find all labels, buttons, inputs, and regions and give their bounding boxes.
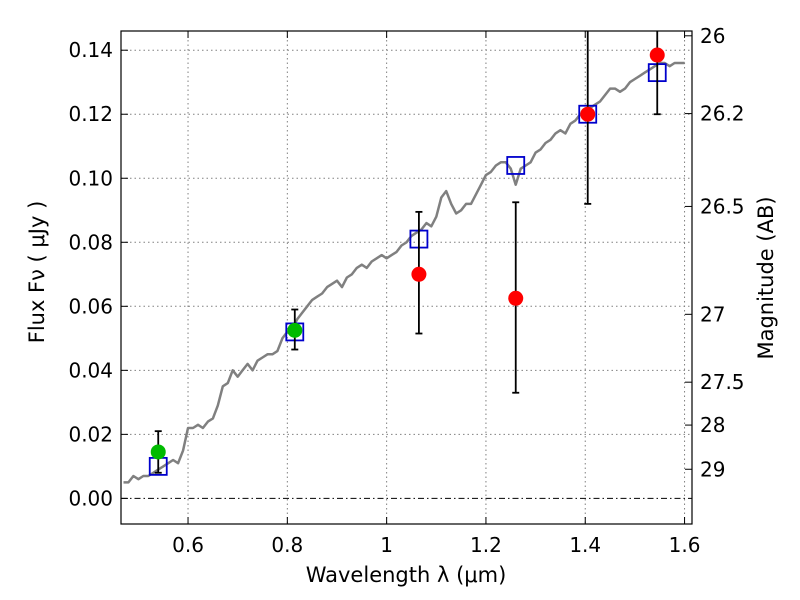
x-tick-label: 1.6 bbox=[669, 533, 701, 557]
magnitude-tick-label: 27 bbox=[700, 302, 725, 326]
magnitude-tick-label: 26.5 bbox=[700, 194, 745, 218]
y-tick-label: 0.00 bbox=[68, 486, 113, 510]
y-tick-label: 0.12 bbox=[68, 102, 113, 126]
x-tick-label: 1 bbox=[380, 533, 393, 557]
y-tick-label: 0.14 bbox=[68, 38, 113, 62]
observed-point-red bbox=[411, 266, 427, 282]
x-tick-label: 1.2 bbox=[470, 533, 502, 557]
spectrum-line bbox=[123, 61, 685, 484]
x-tick-label: 0.6 bbox=[172, 533, 204, 557]
magnitude-tick-label: 29 bbox=[700, 457, 725, 481]
grid-lines bbox=[121, 31, 692, 524]
x-tick-label: 1.4 bbox=[569, 533, 601, 557]
x-axis-title: Wavelength λ (μm) bbox=[306, 563, 507, 587]
observed-point-red bbox=[580, 106, 596, 122]
y-tick-label: 0.04 bbox=[68, 358, 113, 382]
plot-frame bbox=[120, 30, 693, 525]
magnitude-tick-labels: 26 26.2 26.5 27 27.5 28 29 bbox=[700, 24, 745, 481]
observed-points bbox=[150, 47, 665, 460]
y-tick-label: 0.06 bbox=[68, 294, 113, 318]
observed-point-red bbox=[508, 290, 524, 306]
observed-point-green bbox=[150, 444, 166, 460]
observed-point-green bbox=[287, 322, 303, 338]
x-tick-labels: 0.6 0.8 1 1.2 1.4 1.6 bbox=[172, 533, 700, 557]
y-tick-label: 0.08 bbox=[68, 230, 113, 254]
axis-ticks bbox=[121, 31, 692, 524]
y-tick-label: 0.10 bbox=[68, 166, 113, 190]
observed-point-red bbox=[649, 47, 665, 63]
magnitude-tick-label: 28 bbox=[700, 413, 725, 437]
y-axis-title: Flux Fν ( μJy ) bbox=[25, 201, 49, 344]
magnitude-tick-label: 26 bbox=[700, 24, 725, 48]
model-spectrum bbox=[123, 61, 685, 484]
y-tick-labels: 0.00 0.02 0.04 0.06 0.08 0.10 0.12 0.14 bbox=[68, 38, 113, 510]
x-tick-label: 0.8 bbox=[271, 533, 303, 557]
model-photometry-square bbox=[506, 156, 526, 175]
magnitude-tick-label: 27.5 bbox=[700, 370, 745, 394]
magnitude-tick-label: 26.2 bbox=[700, 102, 745, 126]
y-tick-label: 0.02 bbox=[68, 422, 113, 446]
right-axis-title: Magnitude (AB) bbox=[754, 196, 778, 359]
